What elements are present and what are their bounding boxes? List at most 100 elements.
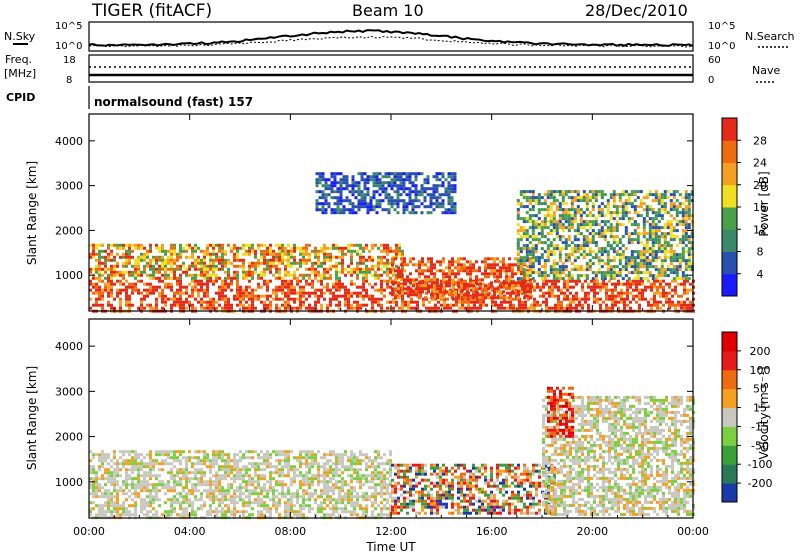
echo-cell	[542, 300, 545, 304]
echo-cell	[420, 187, 424, 191]
echo-cell	[681, 238, 685, 242]
echo-cell	[660, 235, 664, 239]
echo-cell	[519, 226, 523, 230]
echo-cell	[678, 211, 682, 215]
echo-cell	[395, 249, 398, 253]
echo-cell	[675, 214, 679, 218]
echo-cell	[95, 258, 98, 262]
echo-cell	[678, 253, 682, 257]
echo-cell	[403, 287, 406, 291]
echo-cell	[290, 246, 293, 250]
echo-cell	[473, 300, 476, 304]
echo-cell	[567, 271, 571, 275]
echo-cell	[125, 480, 128, 484]
echo-cell	[564, 208, 568, 212]
echo-cell	[380, 303, 383, 307]
echo-cell	[642, 223, 646, 227]
echo-cell	[660, 193, 664, 197]
echo-cell	[630, 259, 634, 263]
echo-cell	[233, 456, 236, 460]
echo-cell	[344, 300, 347, 304]
echo-cell	[579, 214, 583, 218]
echo-cell	[119, 273, 122, 277]
echo-cell	[281, 285, 284, 289]
colorbar-tick-label: 28	[753, 134, 767, 147]
echo-cell	[413, 282, 416, 286]
echo-cell	[122, 501, 125, 505]
echo-cell	[98, 303, 101, 307]
echo-cell	[365, 303, 368, 307]
echo-cell	[290, 282, 293, 286]
echo-cell	[233, 468, 236, 472]
echo-cell	[101, 453, 104, 457]
echo-cell	[450, 199, 454, 203]
echo-cell	[516, 244, 520, 248]
echo-cell	[569, 291, 572, 295]
echo-cell	[176, 480, 179, 484]
echo-cell	[576, 256, 580, 260]
echo-cell	[531, 256, 535, 260]
echo-cell	[493, 263, 496, 267]
echo-cell	[648, 190, 652, 194]
echo-cell	[627, 259, 631, 263]
echo-cell	[668, 291, 671, 295]
echo-cell	[131, 498, 134, 502]
echo-cell	[173, 273, 176, 277]
echo-cell	[519, 193, 523, 197]
echo-cell	[245, 306, 248, 310]
echo-cell	[594, 232, 598, 236]
nsky-tick-top: 10^5	[55, 21, 82, 32]
echo-cell	[421, 287, 424, 291]
echo-cell	[188, 492, 191, 496]
echo-cell	[557, 306, 560, 310]
echo-cell	[233, 513, 236, 517]
echo-cell	[516, 217, 520, 221]
echo-cell	[591, 220, 595, 224]
echo-cell	[357, 202, 361, 206]
echo-cell	[200, 462, 203, 466]
echo-cell	[564, 193, 568, 197]
echo-cell	[537, 241, 541, 245]
echo-cell	[293, 291, 296, 295]
echo-cell	[167, 471, 170, 475]
echo-cell	[393, 178, 397, 182]
echo-cell	[359, 285, 362, 289]
echo-cell	[233, 243, 236, 247]
echo-cell	[188, 477, 191, 481]
echo-cell	[383, 246, 386, 250]
echo-cell	[212, 279, 215, 283]
echo-cell	[215, 495, 218, 499]
echo-cell	[107, 258, 110, 262]
echo-cell	[215, 243, 218, 247]
echo-cell	[218, 453, 221, 457]
echo-cell	[233, 504, 236, 508]
echo-cell	[104, 267, 107, 271]
echo-cell	[597, 256, 601, 260]
echo-cell	[242, 513, 245, 517]
echo-cell	[191, 510, 194, 514]
echo-cell	[375, 184, 379, 188]
echo-cell	[624, 211, 628, 215]
echo-cell	[683, 285, 686, 289]
echo-cell	[257, 261, 260, 265]
echo-cell	[657, 214, 661, 218]
echo-cell	[435, 187, 439, 191]
echo-cell	[179, 252, 182, 256]
echo-cell	[654, 232, 658, 236]
echo-cell	[608, 279, 611, 283]
echo-cell	[215, 252, 218, 256]
echo-cell	[191, 477, 194, 481]
echo-cell	[161, 297, 164, 301]
echo-cell	[609, 232, 613, 236]
echo-cell	[427, 260, 430, 264]
echo-cell	[508, 284, 511, 288]
echo-cell	[684, 268, 688, 272]
echo-cell	[528, 265, 532, 269]
echo-cell	[227, 510, 230, 514]
echo-cell	[447, 208, 451, 212]
echo-cell	[152, 306, 155, 310]
echo-cell	[561, 262, 565, 266]
echo-cell	[188, 294, 191, 298]
echo-cell	[522, 268, 526, 272]
echo-cell	[158, 255, 161, 259]
